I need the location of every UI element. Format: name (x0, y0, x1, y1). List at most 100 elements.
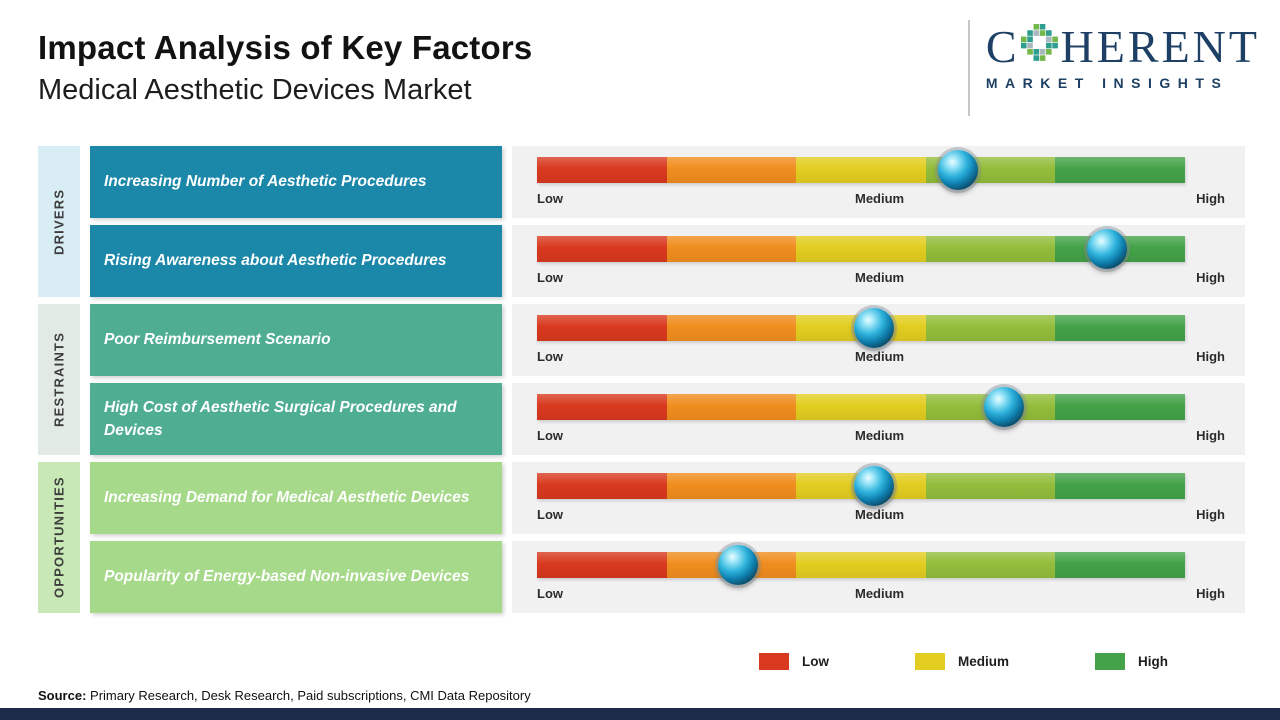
scale-labels: Low Medium High (537, 191, 1225, 206)
scale-labels: Low Medium High (537, 507, 1225, 522)
impact-marker (717, 545, 758, 585)
bar-segment-low (537, 552, 667, 578)
scale-label-high: High (1196, 586, 1225, 601)
scale-label-low: Low (537, 586, 563, 601)
legend-item-low: Low (758, 653, 829, 670)
impact-bar (537, 466, 1185, 506)
page-title: Impact Analysis of Key Factors (38, 29, 533, 66)
impact-bar (537, 229, 1185, 269)
source-text: Primary Research, Desk Research, Paid su… (86, 688, 531, 703)
bar-segment-medium (796, 394, 926, 420)
factor-box: Poor Reimbursement Scenario (90, 304, 502, 376)
scale-label-medium: Medium (854, 191, 905, 206)
bar-segment-med-high (925, 236, 1056, 262)
category-opportunities: OPPORTUNITIES (38, 462, 80, 613)
bar-segment-low-med (666, 157, 797, 183)
bar-segment-low-med (666, 315, 797, 341)
bar-segment-low (537, 394, 667, 420)
factor-label: Popularity of Energy-based Non-invasive … (104, 568, 470, 586)
scale-label-medium: Medium (854, 586, 905, 601)
logo-name-suffix: HERENT (1060, 21, 1260, 72)
impact-scale: Low Medium High (512, 462, 1245, 534)
impact-marker (853, 308, 894, 348)
source-label: Source: (38, 688, 87, 703)
scale-label-medium: Medium (854, 428, 905, 443)
impact-bar (537, 387, 1185, 427)
bar-segment-high (1055, 473, 1185, 499)
bar-segment-high (1055, 394, 1185, 420)
legend-label-medium: Medium (957, 654, 1009, 669)
bar-segment-med-high (925, 315, 1056, 341)
bar-segment-medium (796, 157, 926, 183)
scale-label-low: Low (537, 507, 563, 522)
impact-bar (537, 545, 1185, 585)
impact-scale: Low Medium High (512, 146, 1245, 218)
factor-label: High Cost of Aesthetic Surgical Procedur… (104, 398, 457, 439)
factor-box: High Cost of Aesthetic Surgical Procedur… (90, 383, 502, 455)
legend-label-low: Low (801, 654, 829, 669)
scale-label-high: High (1196, 349, 1225, 364)
scale-label-low: Low (537, 349, 563, 364)
logo-divider (967, 20, 970, 116)
legend-item-medium: Medium (914, 653, 1009, 670)
bar-segment-low (537, 157, 667, 183)
bar-segment-high (1055, 157, 1185, 183)
bar-segment-low (537, 315, 667, 341)
legend-swatch-low (758, 653, 789, 670)
factor-label: Increasing Number of Aesthetic Procedure… (104, 173, 427, 191)
logo-dotted-o-icon (1020, 24, 1059, 70)
scale-label-medium: Medium (854, 349, 905, 364)
header: Impact Analysis of Key Factors Medical A… (0, 0, 1280, 116)
bar-segment-low-med (666, 473, 797, 499)
footer-bar (0, 708, 1280, 720)
factor-box: Increasing Demand for Medical Aesthetic … (90, 462, 502, 534)
bar-segment-medium (796, 236, 926, 262)
scale-label-medium: Medium (854, 270, 905, 285)
impact-scale: Low Medium High (512, 383, 1245, 455)
impact-scale: Low Medium High (512, 541, 1245, 613)
scale-label-high: High (1196, 507, 1225, 522)
scale-labels: Low Medium High (537, 428, 1225, 443)
scale-labels: Low Medium High (537, 349, 1225, 364)
legend-swatch-high (1095, 653, 1125, 670)
scale-label-high: High (1196, 191, 1225, 206)
factor-label: Increasing Demand for Medical Aesthetic … (104, 489, 470, 507)
impact-bar (537, 308, 1185, 348)
impact-marker (1087, 229, 1128, 269)
logo-tagline: MARKET INSIGHTS (985, 75, 1229, 91)
bar-segment-med-high (925, 552, 1056, 578)
impact-bar (537, 150, 1185, 190)
legend: Low Medium High (0, 653, 1168, 670)
impact-scale: Low Medium High (512, 304, 1245, 376)
impact-marker (853, 466, 894, 506)
impact-marker (983, 387, 1024, 427)
legend-swatch-medium (914, 653, 945, 670)
scale-label-high: High (1196, 270, 1225, 285)
bar-segment-high (1055, 552, 1185, 578)
legend-item-high: High (1095, 653, 1168, 670)
page-subtitle: Medical Aesthetic Devices Market (38, 74, 472, 107)
scale-label-low: Low (537, 428, 563, 443)
logo-block: C (967, 10, 1262, 116)
category-restraints: RESTRAINTS (38, 304, 80, 455)
factor-box: Popularity of Energy-based Non-invasive … (90, 541, 502, 613)
factor-box: Increasing Number of Aesthetic Procedure… (90, 146, 502, 218)
scale-label-medium: Medium (854, 507, 905, 522)
bar-segment-low-med (666, 236, 797, 262)
bar-segment-low (537, 236, 667, 262)
impact-marker (938, 150, 979, 190)
bar-segment-high (1055, 315, 1185, 341)
scale-label-low: Low (537, 191, 563, 206)
bar-segment-medium (796, 552, 926, 578)
category-drivers: DRIVERS (38, 146, 80, 297)
scale-label-high: High (1196, 428, 1225, 443)
scale-label-low: Low (537, 270, 563, 285)
source-line: Source: Primary Research, Desk Research,… (38, 688, 531, 703)
impact-scale: Low Medium High (512, 225, 1245, 297)
factor-label: Poor Reimbursement Scenario (104, 331, 331, 349)
logo-name-prefix: C (985, 21, 1020, 72)
bar-segment-low-med (666, 394, 797, 420)
logo-name: C (986, 24, 1260, 70)
scale-labels: Low Medium High (537, 270, 1225, 285)
bar-segment-med-high (925, 473, 1056, 499)
